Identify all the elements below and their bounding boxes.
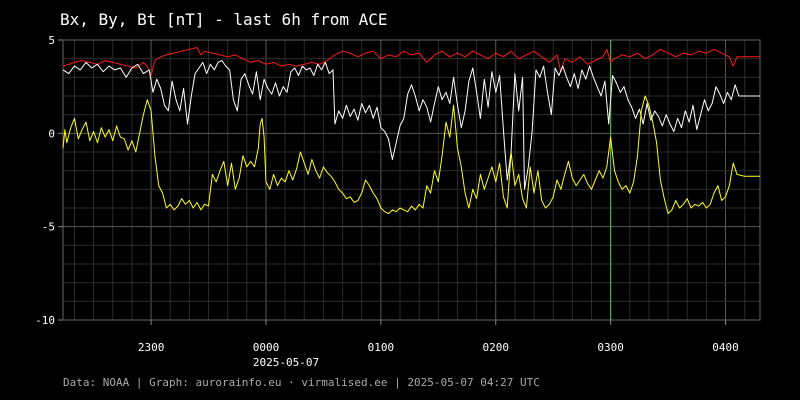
chart-title: Bx, By, Bt [nT] - last 6h from ACE (60, 10, 388, 29)
x-tick-label: 0200 (483, 341, 510, 354)
series-line-bx (62, 60, 760, 190)
x-tick-label: 0400 (712, 341, 739, 354)
y-tick-label: 0 (48, 127, 55, 140)
y-tick-label: -10 (35, 314, 55, 327)
x-tick-label: 0100 (368, 341, 395, 354)
chart-grid (63, 39, 760, 321)
x-tick-label: 2300 (138, 341, 165, 354)
x-tick-label: 0300 (597, 341, 624, 354)
y-tick-label: -5 (42, 221, 55, 234)
series-line-by (62, 95, 760, 215)
chart-footer: Data: NOAA | Graph: aurorainfo.eu · virm… (63, 376, 540, 389)
series-layer (62, 47, 760, 215)
x-date-label: 2025-05-07 (253, 356, 319, 369)
axis-ticks: 5 0 -5 -10 2300 0000 2025-05-07 0100 0200 0300 040… (35, 34, 739, 369)
y-tick-label: 5 (48, 34, 55, 47)
series-line-bt (62, 47, 760, 76)
x-tick-label: 0000 (253, 341, 280, 354)
plot-area-frame (62, 39, 761, 321)
